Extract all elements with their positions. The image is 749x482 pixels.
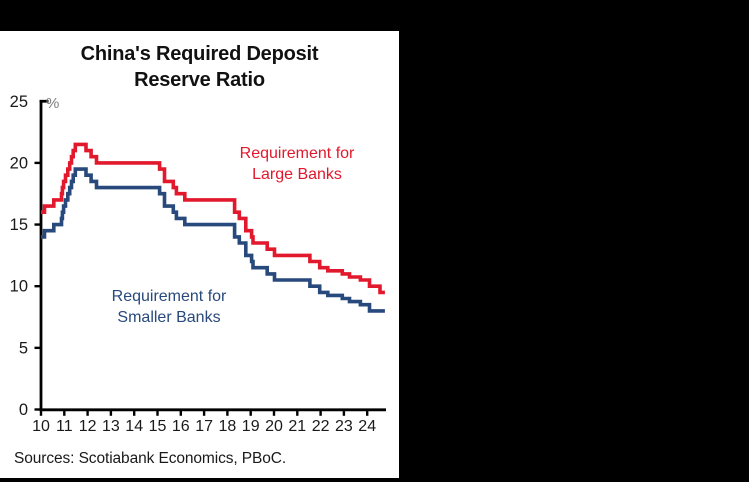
x-tick-label: 10 (32, 418, 50, 435)
y-tick-label: 20 (10, 154, 28, 172)
x-tick-label: 19 (242, 418, 260, 435)
x-tick-label: 23 (335, 418, 353, 435)
x-tick-label: 13 (102, 418, 120, 435)
chart-title: China's Required Deposit Reserve Ratio (80, 43, 319, 91)
x-tick-label: 11 (56, 418, 73, 435)
smaller-banks-series-label: Requirement for Smaller Banks (111, 288, 227, 326)
y-tick-label: 25 (10, 93, 28, 111)
rrr-step-chart: 0 5 10 15 20 25 10 11 12 13 14 15 16 17 18 19 20 21 22 23 24 (10, 93, 386, 435)
series-line-large-banks (41, 142, 385, 295)
x-tick-label: 21 (288, 418, 306, 435)
y-tick-label: 0 (19, 401, 28, 419)
large-banks-series-label: Requirement for Large Banks (239, 145, 355, 183)
x-tick-label: 15 (149, 418, 167, 435)
x-tick-label: 14 (125, 418, 143, 435)
x-tick-label: 16 (172, 418, 190, 435)
y-tick-label: 10 (10, 278, 28, 296)
x-tick-label: 22 (312, 418, 330, 435)
series-line-smaller-banks (41, 167, 385, 313)
x-tick-label: 20 (265, 418, 283, 435)
y-tick-label: 15 (10, 216, 28, 234)
x-tick-label: 17 (195, 418, 213, 435)
chart-panel: China's Required Deposit Reserve Ratio 0… (0, 31, 399, 478)
x-tick-label: 18 (219, 418, 237, 435)
x-tick-label: 24 (358, 418, 376, 435)
y-axis-unit-label: % (46, 95, 60, 112)
x-tick-label: 12 (79, 418, 97, 435)
sources-note: Sources: Scotiabank Economics, PBoC. (14, 450, 287, 467)
y-tick-label: 5 (19, 339, 28, 357)
